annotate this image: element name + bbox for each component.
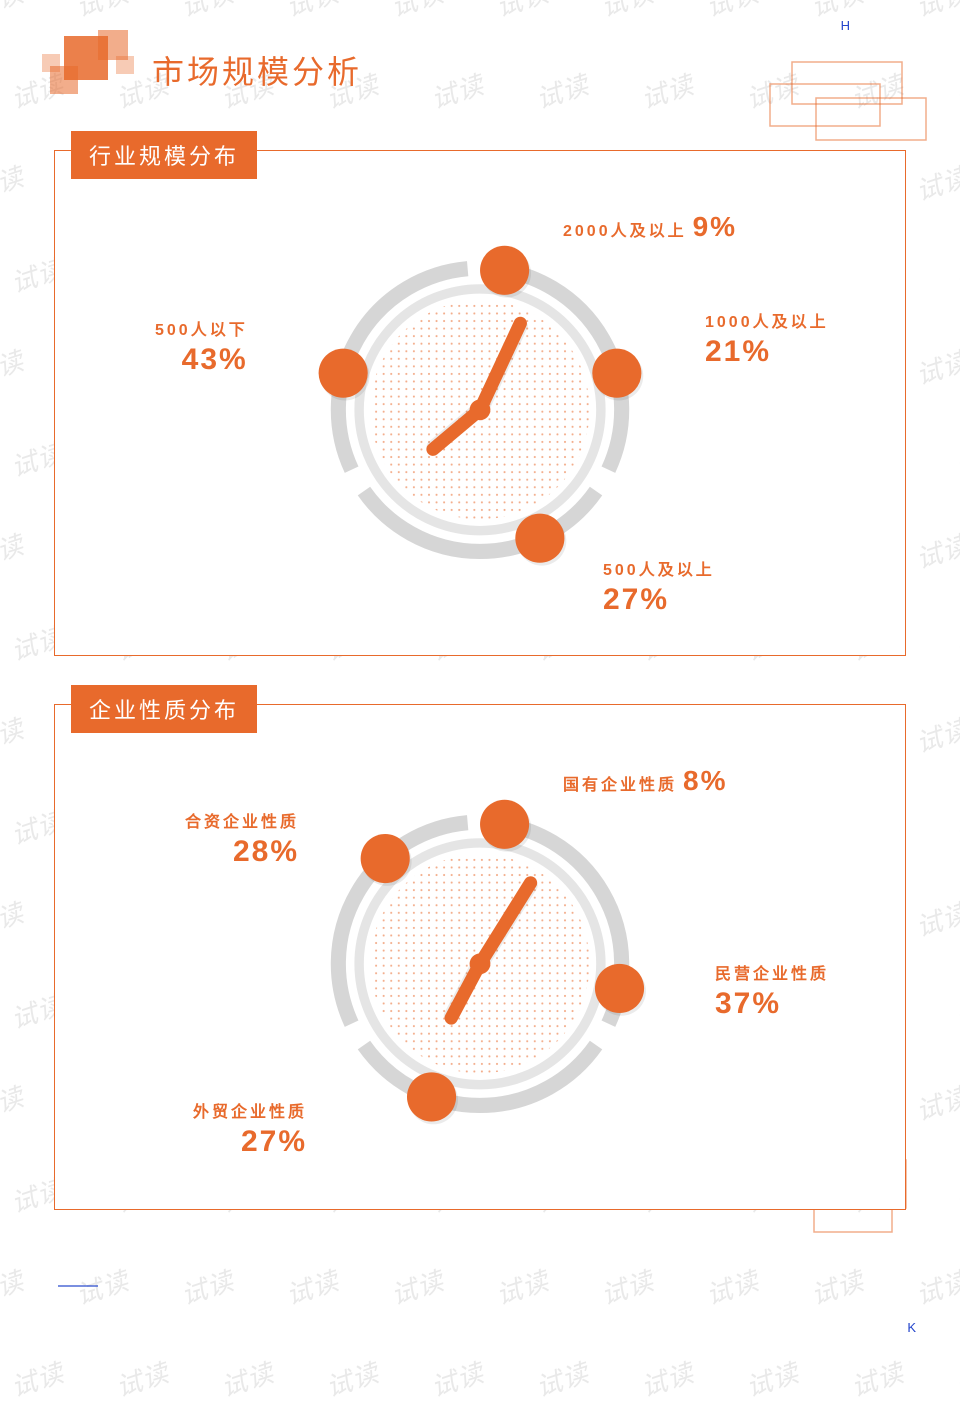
corner-marker-h: H — [841, 18, 850, 33]
corner-marker-k: K — [907, 1320, 916, 1335]
panel-title-enterprise: 企业性质分布 — [71, 685, 257, 733]
dial-label: 1000人及以上21% — [705, 313, 829, 371]
dial-svg-enterprise — [310, 794, 650, 1134]
panel-industry-scale: 行业规模分布 2000人及以上9%1000人及以上21%500人及以上27%50… — [54, 150, 906, 656]
panel-enterprise-type: 企业性质分布 国有企业性质8%合资企业性质28%民营企业性质37%外贸企业性质2… — [54, 704, 906, 1210]
footer-accent-line — [58, 1285, 98, 1287]
page-title: 市场规模分析 — [152, 47, 362, 93]
dial-label: 500人及以上27% — [603, 561, 715, 619]
dial-industry — [310, 240, 650, 580]
dial-label: 2000人及以上9% — [563, 209, 737, 244]
dial-label: 国有企业性质8% — [563, 763, 727, 798]
dial-svg-industry — [310, 240, 650, 580]
dial-label: 民营企业性质37% — [715, 965, 829, 1023]
dial-label: 500人以下43% — [155, 321, 248, 379]
header-decor-squares — [42, 30, 152, 110]
dial-label: 外贸企业性质27% — [193, 1103, 307, 1161]
header-decor-rects — [762, 54, 932, 144]
panel-title-industry: 行业规模分布 — [71, 131, 257, 179]
page-header: 市场规模分析 — [42, 30, 362, 110]
dial-label: 合资企业性质28% — [185, 813, 299, 871]
dial-enterprise — [310, 794, 650, 1134]
